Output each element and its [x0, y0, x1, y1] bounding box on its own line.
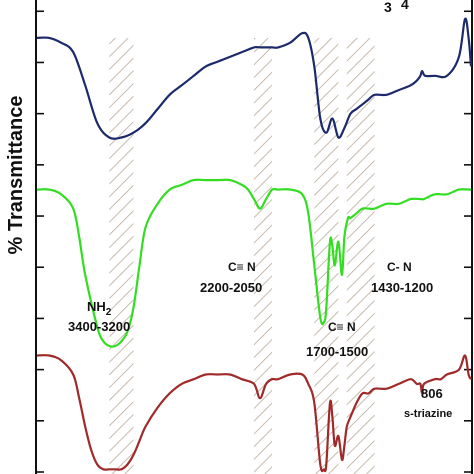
spectrum-line-1	[36, 17, 473, 140]
cn2-title: C≡ N	[328, 320, 356, 334]
annotations: 3 4 NH2 3400-3200 C≡ N 2200-2050 C≡ N 17…	[68, 0, 452, 420]
cn2-range: 1700-1500	[306, 344, 368, 359]
cn1-range: 2200-2050	[200, 280, 262, 295]
nh2-range: 3400-3200	[68, 319, 130, 334]
cn1-title: C≡ N	[228, 260, 256, 274]
nh2-subscript: 2	[106, 307, 112, 318]
spectrum-line-2	[36, 178, 472, 348]
peak-806-value: 806	[421, 386, 443, 401]
hatch-region-1	[109, 38, 134, 474]
y-axis-label: % Transmittance	[5, 96, 27, 255]
cn3-title: C- N	[387, 260, 412, 274]
series-lines	[36, 17, 473, 473]
hatch-region-4	[346, 38, 375, 474]
cn3-range: 1430-1200	[371, 280, 433, 295]
nh2-label: NH2	[87, 299, 112, 318]
hatch-regions	[109, 38, 375, 474]
nh2-text: NH	[87, 299, 106, 314]
top-subscript-b: 4	[401, 0, 409, 12]
spectrum-line-3	[36, 354, 472, 473]
peak-806-label: s-triazine	[404, 408, 452, 420]
hatch-region-2	[254, 38, 273, 474]
top-subscript-a: 3	[384, 0, 392, 15]
